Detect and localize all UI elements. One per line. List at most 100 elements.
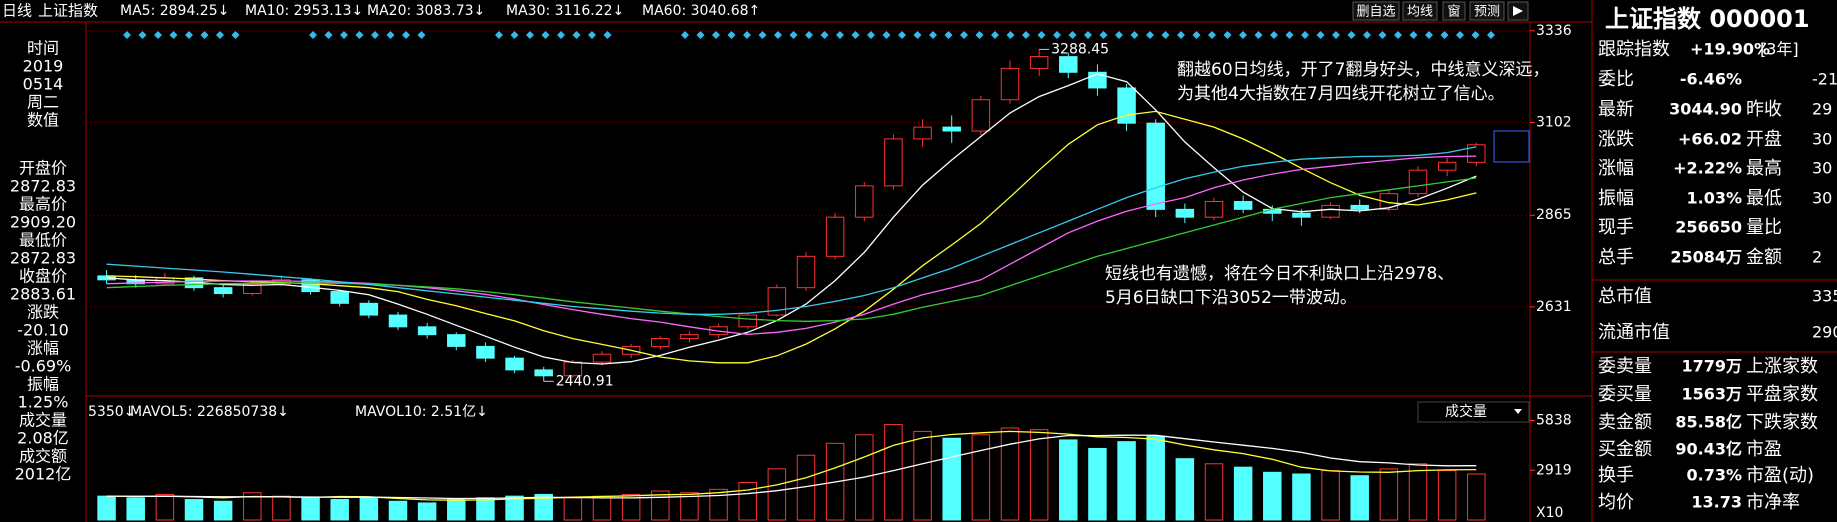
volume-bar (1437, 470, 1457, 521)
legend-entry: MAVOL5: 226850738↓ (130, 404, 289, 420)
legend-entry: 5350↓ (88, 404, 135, 420)
row-label: 均价 (1598, 492, 1634, 513)
signal-marker (572, 31, 581, 39)
volume-bar (1321, 470, 1340, 521)
info-text: 周二 (27, 93, 59, 112)
row-label: 换手 (1598, 465, 1634, 486)
toolbar-button-label[interactable]: 均线 (1407, 5, 1433, 20)
info-text: -0.69% (15, 357, 72, 376)
row-label: 总手 (1598, 247, 1634, 268)
candle-body (1408, 169, 1428, 195)
signal-marker (1409, 31, 1418, 39)
row-value: 256650 (1675, 218, 1742, 237)
volume-bar (1350, 475, 1369, 521)
volume-bar (213, 500, 233, 521)
info-text: 振幅 (27, 375, 59, 394)
row-value: 30 (1812, 189, 1832, 208)
volume-bar (1292, 473, 1311, 521)
signal-marker (526, 31, 534, 39)
candle-body (884, 138, 903, 187)
volume-bar (1233, 466, 1253, 521)
candle-body (213, 287, 233, 295)
toolbar-button[interactable] (1469, 1, 1505, 21)
row-value: 3044.90 (1669, 100, 1742, 119)
volume-bar (738, 482, 757, 521)
info-text: 1.25% (18, 393, 69, 412)
toolbar-button[interactable] (1402, 1, 1438, 21)
row-label: 流通市值 (1598, 322, 1670, 343)
candle-body (1000, 67, 1020, 101)
signal-marker (820, 31, 829, 39)
ma-line (106, 155, 1477, 335)
volume-bar (1204, 463, 1224, 521)
signal-marker (1471, 31, 1480, 39)
signal-marker (1332, 31, 1340, 39)
signal-marker (1285, 31, 1294, 39)
toolbar-button-label[interactable]: 删自选 (1356, 5, 1395, 20)
volume-bar (155, 493, 175, 521)
candle-body (417, 326, 437, 336)
volume-bar (388, 500, 408, 521)
row-label: 现手 (1598, 217, 1634, 238)
candle-body (942, 126, 961, 132)
signal-marker (1270, 31, 1278, 39)
signal-marker (603, 31, 612, 39)
volume-bar (272, 495, 291, 521)
volume-bar (126, 497, 145, 521)
candle-body (796, 255, 816, 289)
toolbar-button-label[interactable]: 窗 (1447, 4, 1460, 20)
row-value: +19.90% (1690, 40, 1770, 59)
info-text: 2872.83 (10, 249, 76, 268)
row-label: 总市值 (1598, 286, 1652, 307)
row-value: 2 (1812, 248, 1822, 267)
candle-body (1233, 201, 1253, 210)
signal-marker (727, 31, 736, 39)
candle-body (301, 279, 320, 293)
signal-marker (743, 31, 751, 39)
info-text: 涨幅 (27, 339, 59, 358)
info-text: 2883.61 (10, 285, 76, 304)
signal-marker (774, 31, 782, 39)
legend-entry: MA30: 3116.22↓ (506, 3, 624, 19)
info-text: 0514 (23, 75, 64, 94)
row-label: 开盘 (1746, 129, 1782, 150)
volume-bar (680, 492, 699, 521)
ma-line (106, 434, 1477, 500)
row-value: 85.58亿 (1675, 413, 1742, 432)
candle-body (1204, 201, 1224, 218)
volume-bar (359, 497, 379, 521)
dropdown[interactable] (1417, 401, 1530, 423)
row-label: 跟踪指数 (1598, 39, 1670, 60)
volume-bar (505, 495, 524, 521)
row-label: 市盈(动) (1746, 465, 1814, 486)
row-value: 1563万 (1681, 385, 1742, 404)
info-text: 成交量 (19, 411, 67, 430)
volume-bar (301, 497, 320, 521)
volume-bar (330, 499, 349, 521)
row-value: +2.22% (1673, 159, 1742, 178)
signal-marker (495, 31, 503, 39)
y-tick-label: 3336 (1536, 23, 1572, 39)
volume-bar (97, 495, 116, 521)
info-text: 最高价 (19, 195, 67, 214)
row-label: 金额 (1746, 247, 1782, 268)
toolbar-button[interactable] (1352, 1, 1400, 21)
row-value: 30 (1812, 130, 1832, 149)
candle-body (388, 314, 408, 328)
dropdown-label[interactable]: 成交量 (1445, 403, 1487, 420)
info-text: 2012亿 (15, 465, 72, 484)
candle-body (1088, 71, 1107, 89)
highlight-box (1493, 130, 1530, 163)
row-label: 量比 (1746, 217, 1782, 238)
candle-body (1146, 122, 1165, 210)
signal-marker (1099, 31, 1108, 39)
volume-bar (709, 488, 728, 521)
toolbar-button[interactable] (1442, 1, 1466, 21)
volume-bar (767, 468, 787, 521)
signal-marker (882, 31, 891, 39)
toolbar-button-label[interactable]: 预测 (1474, 5, 1500, 20)
signal-marker (324, 31, 333, 39)
info-text: 2.08亿 (17, 429, 69, 448)
y-tick-label: 3102 (1536, 114, 1572, 130)
